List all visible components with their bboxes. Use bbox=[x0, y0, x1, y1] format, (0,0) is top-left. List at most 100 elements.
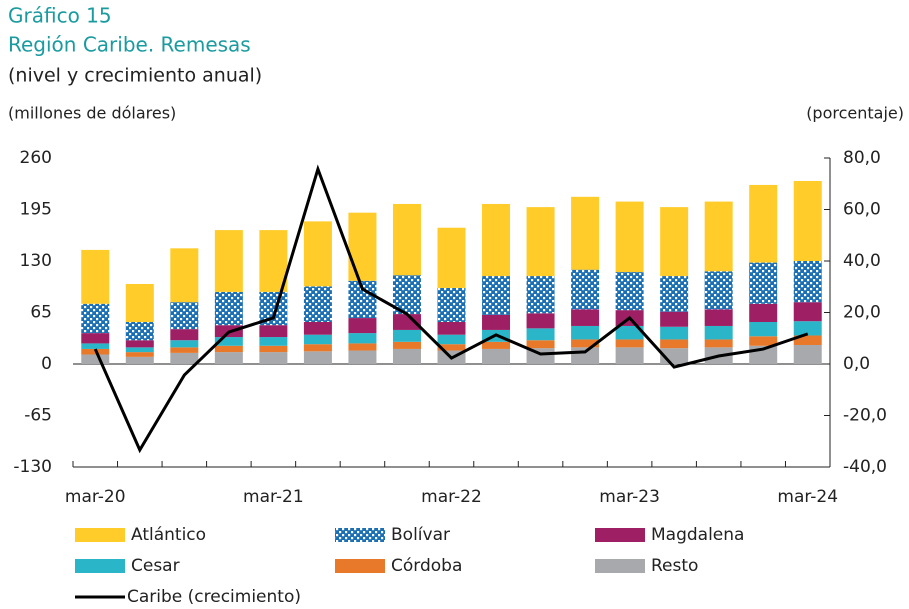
chart-title: Gráfico 15 bbox=[8, 4, 112, 28]
bar-segment bbox=[348, 350, 377, 364]
legend-swatch bbox=[335, 559, 385, 573]
legend-label: Atlántico bbox=[131, 525, 206, 545]
bar-segment bbox=[793, 180, 822, 261]
bar-segment bbox=[392, 314, 421, 330]
bar-segment bbox=[571, 325, 600, 340]
bar-segment bbox=[259, 325, 288, 338]
bar-segment bbox=[482, 314, 511, 330]
bar-segment bbox=[615, 272, 644, 311]
bar-segment bbox=[348, 333, 377, 344]
legend-swatch bbox=[595, 559, 645, 573]
bar-segment bbox=[660, 276, 689, 312]
bar-segment bbox=[660, 339, 689, 349]
bar-segment bbox=[793, 261, 822, 303]
bar-segment bbox=[303, 322, 332, 335]
x-tick-label: mar-22 bbox=[421, 487, 482, 507]
bar-segment bbox=[793, 302, 822, 322]
bar-segment bbox=[81, 303, 110, 334]
bar-segment bbox=[170, 248, 199, 303]
bar-segment bbox=[348, 318, 377, 334]
y-tick-label: 130 bbox=[20, 251, 52, 271]
bar-segment bbox=[81, 333, 110, 344]
bar-segment bbox=[482, 341, 511, 349]
bar-segment bbox=[660, 326, 689, 340]
bar-segment bbox=[437, 344, 466, 351]
bar-segment bbox=[482, 348, 511, 364]
x-tick-label: mar-21 bbox=[243, 487, 304, 507]
bar-segment bbox=[704, 271, 733, 310]
bar-segment bbox=[615, 201, 644, 273]
bar-segment bbox=[303, 221, 332, 287]
bar-segment bbox=[125, 322, 154, 341]
bar-segment bbox=[482, 203, 511, 277]
bar-segment bbox=[392, 348, 421, 364]
bar-segment bbox=[214, 352, 243, 364]
bar-segment bbox=[526, 276, 555, 314]
bar-segment bbox=[125, 352, 154, 357]
bar-segment bbox=[170, 329, 199, 341]
bar-segment bbox=[125, 283, 154, 323]
bar-segment bbox=[571, 347, 600, 364]
y2-tick-label: 20,0 bbox=[843, 303, 881, 323]
bar-segment bbox=[214, 230, 243, 292]
legend-label: Resto bbox=[651, 556, 698, 576]
legend-swatch bbox=[335, 528, 385, 542]
legend-label: Magdalena bbox=[651, 525, 744, 545]
chart-subtitle: Región Caribe. Remesas bbox=[8, 33, 251, 57]
bar-segment bbox=[81, 354, 110, 364]
bar-segment bbox=[214, 337, 243, 346]
bar-segment bbox=[793, 344, 822, 364]
bar-segment bbox=[615, 347, 644, 364]
bar-segment bbox=[303, 334, 332, 345]
y2-tick-label: 60,0 bbox=[843, 200, 881, 220]
bar-segment bbox=[704, 201, 733, 272]
x-tick-label: mar-24 bbox=[777, 487, 838, 507]
bar-segment bbox=[81, 249, 110, 304]
legend-label: Bolívar bbox=[391, 525, 450, 545]
bar-segment bbox=[571, 269, 600, 310]
y-tick-label: -130 bbox=[13, 457, 52, 477]
y-tick-label: 0 bbox=[41, 354, 52, 374]
line bbox=[93, 164, 809, 454]
legend-swatch bbox=[595, 528, 645, 542]
bar-segment bbox=[214, 345, 243, 353]
bar-segment bbox=[170, 302, 199, 330]
bar-segment bbox=[526, 340, 555, 349]
y-tick-label: -65 bbox=[24, 406, 52, 426]
bar-segment bbox=[749, 184, 778, 263]
bar-segment bbox=[303, 344, 332, 352]
bar-segment bbox=[660, 311, 689, 327]
legend-label: Cesar bbox=[131, 556, 180, 576]
bar-segment bbox=[482, 276, 511, 315]
bar-segment bbox=[170, 352, 199, 364]
bar-segment bbox=[526, 313, 555, 329]
bar-segment bbox=[704, 339, 733, 348]
bar-segment bbox=[259, 345, 288, 353]
y-tick-label: 260 bbox=[20, 148, 52, 168]
bar-segment bbox=[437, 334, 466, 345]
bar-segment bbox=[437, 227, 466, 288]
bar-segment bbox=[793, 321, 822, 336]
bar-segment bbox=[571, 309, 600, 326]
bar-segment bbox=[526, 328, 555, 341]
bar-segment bbox=[571, 196, 600, 270]
y2-tick-label: -20,0 bbox=[843, 406, 887, 426]
x-tick-label: mar-20 bbox=[65, 487, 126, 507]
bar-segment bbox=[392, 329, 421, 342]
bar-segment bbox=[749, 303, 778, 323]
bar-segment bbox=[704, 325, 733, 340]
bar-segment bbox=[793, 335, 822, 345]
bar-segment bbox=[392, 203, 421, 276]
bar-segment bbox=[125, 340, 154, 348]
bar-segment bbox=[571, 339, 600, 348]
y2-axis-label: (porcentaje) bbox=[806, 104, 904, 123]
legend-swatch bbox=[75, 528, 125, 542]
bar-segment bbox=[259, 352, 288, 364]
bar-segment bbox=[749, 262, 778, 304]
bar-segment bbox=[704, 309, 733, 326]
bar-segment bbox=[214, 291, 243, 326]
bar-segment bbox=[125, 347, 154, 353]
bar-segment bbox=[615, 339, 644, 348]
x-tick-label: mar-23 bbox=[599, 487, 660, 507]
